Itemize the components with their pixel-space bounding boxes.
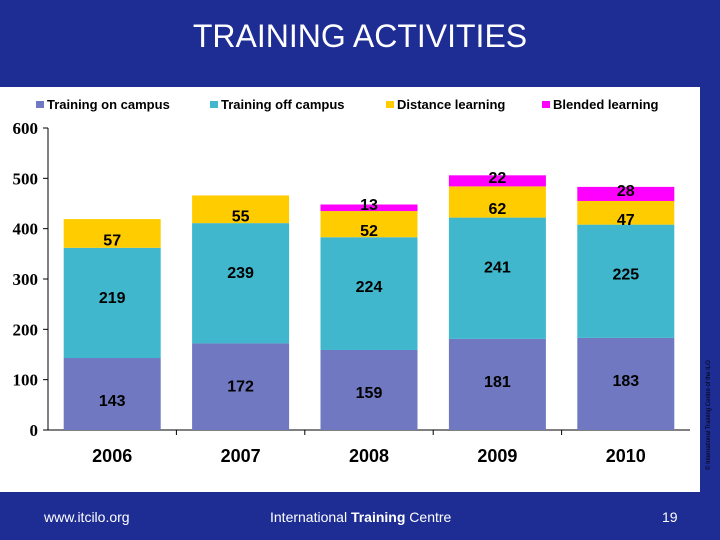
data-label-2006-0: 143	[99, 393, 126, 410]
bar-segment-2010-3	[577, 186, 675, 201]
legend-label-3: Blended learning	[553, 97, 659, 112]
y-tick-label: 300	[13, 270, 39, 289]
bar-segment-2007-0	[192, 343, 290, 430]
y-tick-label: 100	[13, 371, 39, 390]
data-label-2009-1: 241	[484, 260, 511, 277]
data-label-2008-3: 13	[360, 197, 378, 214]
data-label-2008-1: 224	[356, 279, 383, 296]
data-label-2007-0: 172	[227, 378, 254, 395]
x-tick-label: 2008	[349, 446, 389, 466]
bar-segment-2009-0	[448, 338, 546, 430]
bar-segment-2008-1	[320, 237, 418, 350]
bar-segment-2010-2	[577, 200, 675, 225]
bar-segment-2008-3	[320, 204, 418, 212]
legend-label-2: Distance learning	[397, 97, 505, 112]
bar-segment-2006-1	[63, 247, 161, 359]
bar-segment-2007-2	[192, 195, 290, 224]
data-label-2009-0: 181	[484, 374, 511, 391]
data-label-2008-2: 52	[360, 223, 378, 240]
bar-segment-2006-0	[63, 358, 161, 430]
footer-url[interactable]: www.itcilo.org	[44, 509, 130, 525]
bar-segment-2008-0	[320, 349, 418, 430]
data-label-2007-1: 239	[227, 265, 254, 282]
footer-org-suffix: Centre	[405, 509, 452, 525]
y-tick-label: 0	[30, 421, 39, 440]
legend-label-0: Training on campus	[47, 97, 170, 112]
data-label-2010-3: 28	[617, 183, 635, 200]
data-label-2010-1: 225	[612, 267, 639, 284]
data-label-2006-1: 219	[99, 290, 126, 307]
legend-swatch-2	[386, 101, 394, 108]
page-number: 19	[662, 509, 678, 525]
footer-organization: International Training Centre	[270, 509, 451, 525]
legend-swatch-3	[542, 101, 550, 108]
bar-segment-2009-1	[448, 217, 546, 339]
bar-segment-2009-2	[448, 186, 546, 218]
y-tick-label: 400	[13, 220, 39, 239]
data-label-2006-2: 57	[103, 232, 121, 249]
bar-segment-2006-2	[63, 219, 161, 248]
footer-org-prefix: International	[270, 509, 351, 525]
bar-segment-2010-1	[577, 224, 675, 338]
bar-segment-2010-0	[577, 337, 675, 430]
x-tick-label: 2009	[477, 446, 517, 466]
bar-segment-2007-1	[192, 223, 290, 344]
y-tick-label: 500	[13, 169, 39, 188]
x-tick-label: 2006	[92, 446, 132, 466]
footer-org-bold: Training	[350, 509, 406, 525]
data-label-2009-3: 22	[489, 170, 507, 187]
data-label-2008-0: 159	[356, 385, 383, 402]
legend-swatch-1	[210, 101, 218, 108]
x-tick-label: 2010	[606, 446, 646, 466]
data-label-2007-2: 55	[232, 208, 250, 225]
y-tick-label: 200	[13, 320, 39, 339]
legend-label-1: Training off campus	[221, 97, 345, 112]
slide-title: TRAINING ACTIVITIES	[192, 18, 528, 54]
copyright-note: © International Training Centre of the I…	[706, 360, 712, 470]
data-label-2009-2: 62	[489, 201, 507, 218]
data-label-2010-0: 183	[612, 373, 639, 390]
bar-segment-2008-2	[320, 211, 418, 238]
y-tick-label: 600	[13, 119, 39, 138]
x-tick-label: 2007	[221, 446, 261, 466]
data-label-2010-2: 47	[617, 212, 635, 229]
bar-segment-2009-3	[448, 175, 546, 187]
stacked-bar-chart: Training on campus Training off campus Dis…	[13, 97, 690, 466]
legend-swatch-0	[36, 101, 44, 108]
